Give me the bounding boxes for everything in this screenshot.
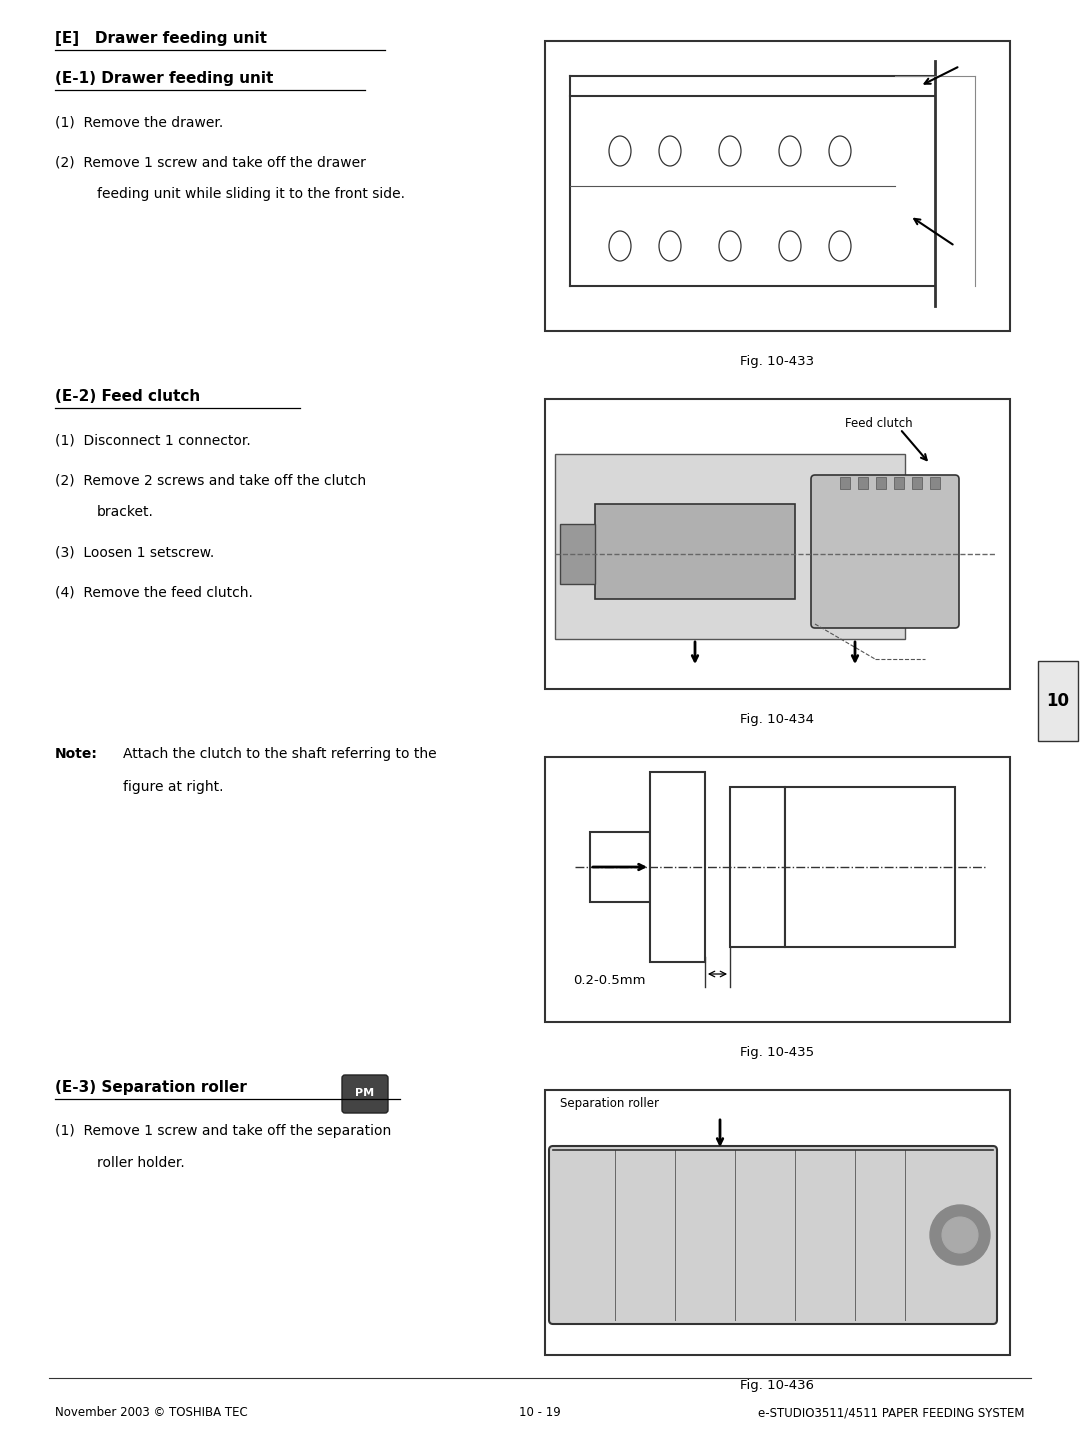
Text: roller holder.: roller holder. [97,1156,185,1170]
Text: bracket.: bracket. [97,504,153,519]
Circle shape [942,1218,978,1254]
Text: (4)  Remove the feed clutch.: (4) Remove the feed clutch. [55,585,253,599]
Text: Fig. 10-434: Fig. 10-434 [741,713,814,726]
Text: Fig. 10-436: Fig. 10-436 [741,1379,814,1392]
Text: (2)  Remove 1 screw and take off the drawer: (2) Remove 1 screw and take off the draw… [55,156,366,169]
Bar [1038,661,1078,741]
Bar [730,787,785,947]
Text: (E-1) Drawer feeding unit: (E-1) Drawer feeding unit [55,71,273,86]
Text: Fig. 10-435: Fig. 10-435 [741,1046,814,1059]
Text: 10 - 19: 10 - 19 [519,1406,561,1419]
Text: (E-2) Feed clutch: (E-2) Feed clutch [55,389,200,403]
Bar [930,477,940,488]
Text: (E-3) Separation roller: (E-3) Separation roller [55,1079,247,1095]
Text: 0.2-0.5mm: 0.2-0.5mm [573,974,646,987]
Ellipse shape [609,135,631,166]
Bar [650,772,705,963]
Text: e-STUDIO3511/4511 PAPER FEEDING SYSTEM: e-STUDIO3511/4511 PAPER FEEDING SYSTEM [758,1406,1025,1419]
Bar [561,525,595,584]
Text: (1)  Remove the drawer.: (1) Remove the drawer. [55,115,224,130]
Ellipse shape [779,231,801,261]
Text: (1)  Remove 1 screw and take off the separation: (1) Remove 1 screw and take off the sepa… [55,1124,391,1138]
Text: (1)  Disconnect 1 connector.: (1) Disconnect 1 connector. [55,432,251,447]
Bar [876,477,886,488]
FancyBboxPatch shape [549,1146,997,1324]
Text: Fig. 10-433: Fig. 10-433 [741,354,814,367]
Bar [912,477,922,488]
Text: Attach the clutch to the shaft referring to the: Attach the clutch to the shaft referring… [123,746,436,761]
Text: Separation roller: Separation roller [561,1097,659,1110]
Bar [555,454,905,638]
Text: PM: PM [355,1088,375,1098]
Bar [858,477,868,488]
Bar [840,477,850,488]
Text: November 2003 © TOSHIBA TEC: November 2003 © TOSHIBA TEC [55,1406,247,1419]
Text: (2)  Remove 2 screws and take off the clutch: (2) Remove 2 screws and take off the clu… [55,473,366,487]
Text: Note:: Note: [55,746,98,761]
Bar [595,504,795,599]
Bar [894,477,904,488]
Text: Feed clutch: Feed clutch [845,416,913,429]
Bar [785,787,955,947]
Ellipse shape [719,231,741,261]
Bar [590,831,650,902]
Ellipse shape [829,231,851,261]
Ellipse shape [829,135,851,166]
Text: [E]   Drawer feeding unit: [E] Drawer feeding unit [55,32,267,46]
Text: (3)  Loosen 1 setscrew.: (3) Loosen 1 setscrew. [55,545,214,559]
Bar [545,1089,1010,1355]
FancyBboxPatch shape [811,476,959,628]
Bar [545,399,1010,689]
Bar [545,757,1010,1022]
Bar [545,40,1010,331]
Ellipse shape [659,135,681,166]
Circle shape [930,1205,990,1265]
Ellipse shape [659,231,681,261]
Text: figure at right.: figure at right. [123,780,224,794]
Text: 10: 10 [1047,692,1069,710]
FancyBboxPatch shape [342,1075,388,1112]
Ellipse shape [779,135,801,166]
Text: feeding unit while sliding it to the front side.: feeding unit while sliding it to the fro… [97,187,405,200]
Ellipse shape [609,231,631,261]
Ellipse shape [719,135,741,166]
